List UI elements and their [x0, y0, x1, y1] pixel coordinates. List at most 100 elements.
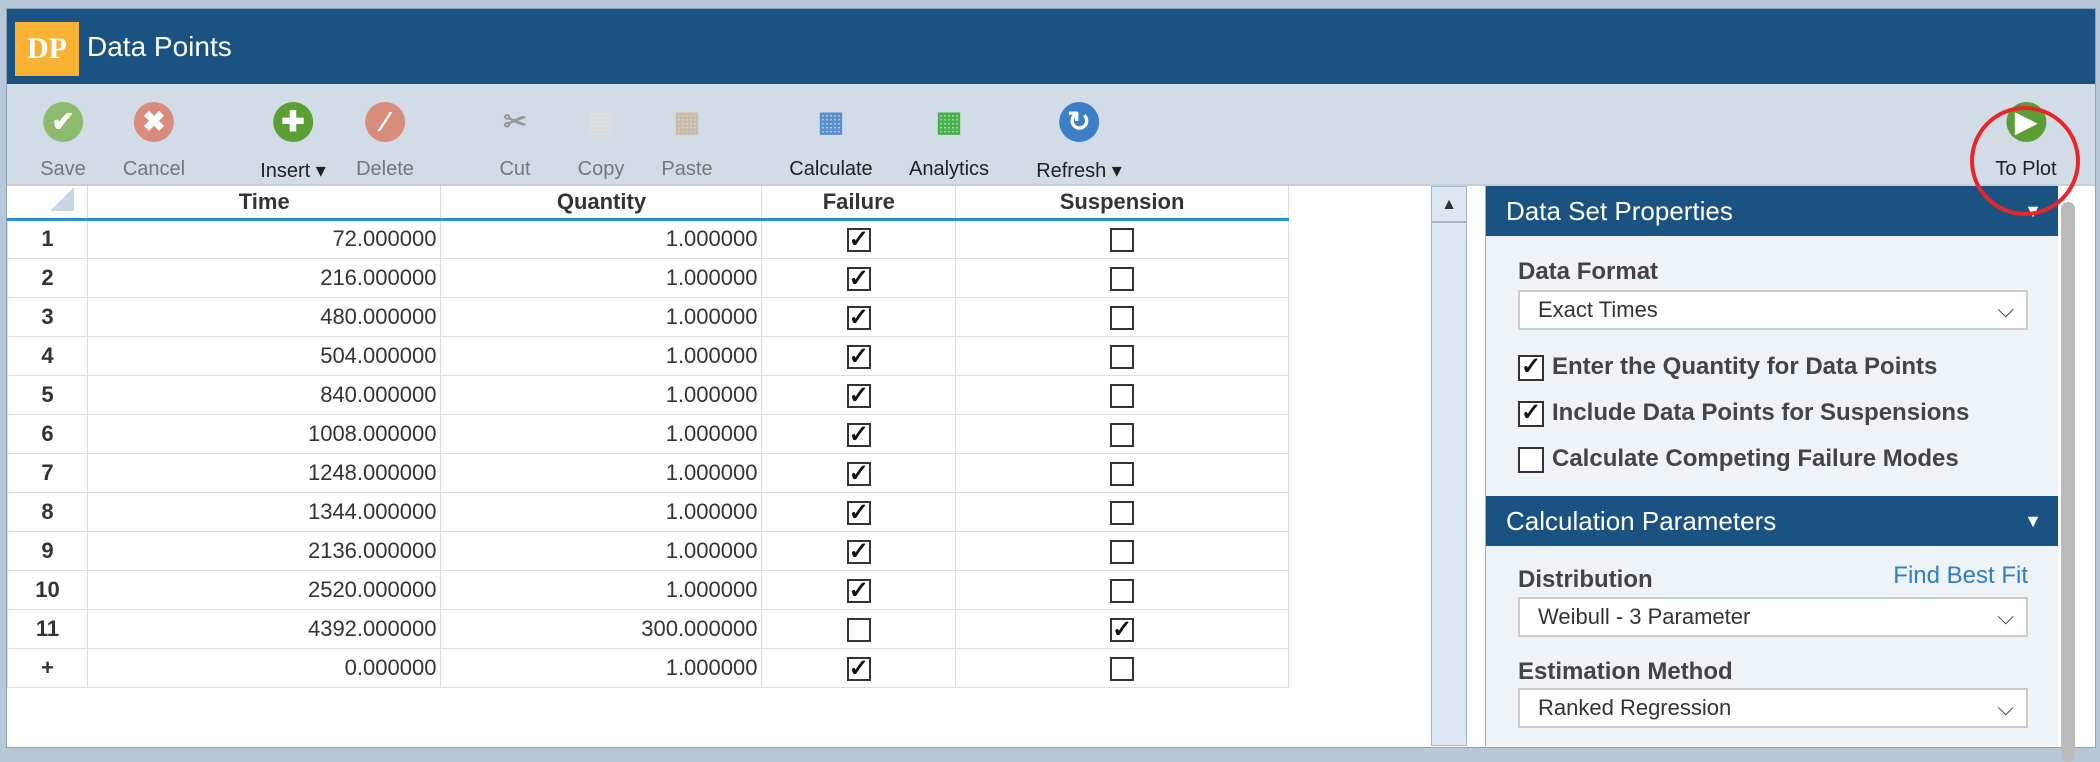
- suspension-checkbox[interactable]: [1110, 383, 1135, 408]
- failure-cell: ✓: [761, 296, 957, 337]
- corner-header[interactable]: [7, 186, 88, 221]
- grid-scrollbar[interactable]: ▲: [1431, 186, 1467, 746]
- suspension-checkbox[interactable]: [1110, 461, 1135, 486]
- checkbox[interactable]: ✓: [1518, 354, 1544, 381]
- failure-checkbox[interactable]: ✓: [846, 226, 871, 254]
- row-number[interactable]: 11: [7, 608, 88, 649]
- time-cell[interactable]: 1008.000000: [86, 413, 442, 454]
- selected-value: Ranked Regression: [1538, 695, 1732, 720]
- distribution-select[interactable]: Weibull - 3 Parameter ⌵: [1518, 597, 2028, 637]
- failure-checkbox[interactable]: ✓: [846, 654, 871, 682]
- save-button[interactable]: ✔ Save: [40, 84, 86, 184]
- row-number[interactable]: 10: [7, 569, 88, 610]
- cut-button[interactable]: ✂ Cut: [495, 84, 535, 184]
- time-cell[interactable]: 504.000000: [86, 335, 442, 376]
- time-cell[interactable]: 0.000000: [86, 647, 442, 688]
- checkbox[interactable]: [1518, 446, 1544, 473]
- time-cell[interactable]: 1248.000000: [86, 452, 442, 493]
- column-header-quantity[interactable]: Quantity: [440, 186, 763, 221]
- row-number[interactable]: 4: [7, 335, 88, 376]
- estimation-method-select[interactable]: Ranked Regression ⌵: [1518, 688, 2028, 728]
- row-number[interactable]: 9: [7, 530, 88, 571]
- failure-checkbox[interactable]: [846, 617, 871, 642]
- column-header-suspension[interactable]: Suspension: [955, 186, 1289, 221]
- failure-checkbox[interactable]: ✓: [846, 459, 871, 487]
- row-number[interactable]: 6: [7, 413, 88, 454]
- scroll-up-arrow-icon[interactable]: ▲: [1432, 187, 1466, 223]
- analytics-calculator-icon: ▦: [935, 106, 963, 137]
- quantity-cell[interactable]: 1.000000: [440, 374, 763, 415]
- data-format-select[interactable]: Exact Times ⌵: [1518, 290, 2028, 330]
- failure-checkbox[interactable]: ✓: [846, 342, 871, 370]
- enter-quantity-checkbox[interactable]: ✓ Enter the Quantity for Data Points: [1518, 353, 1937, 381]
- time-cell[interactable]: 480.000000: [86, 296, 442, 337]
- time-cell[interactable]: 2136.000000: [86, 530, 442, 571]
- column-header-failure[interactable]: Failure: [761, 186, 957, 221]
- failure-checkbox[interactable]: ✓: [846, 576, 871, 604]
- row-number[interactable]: 1: [7, 218, 88, 259]
- failure-checkbox[interactable]: ✓: [846, 381, 871, 409]
- suspension-checkbox[interactable]: [1110, 578, 1135, 603]
- table-row: 2 216.000000 1.000000 ✓: [7, 257, 1289, 298]
- copy-button[interactable]: ▤ Copy: [578, 84, 625, 184]
- quantity-cell[interactable]: 1.000000: [440, 530, 763, 571]
- failure-checkbox[interactable]: ✓: [846, 264, 871, 292]
- time-cell[interactable]: 1344.000000: [86, 491, 442, 532]
- quantity-cell[interactable]: 1.000000: [440, 413, 763, 454]
- refresh-button[interactable]: ↻ Refresh ▾: [1036, 84, 1122, 184]
- quantity-cell[interactable]: 1.000000: [440, 452, 763, 493]
- find-best-fit-link[interactable]: Find Best Fit: [1893, 562, 2028, 589]
- suspension-checkbox[interactable]: [1110, 539, 1135, 564]
- row-number[interactable]: 5: [7, 374, 88, 415]
- suspension-cell: [955, 257, 1289, 298]
- data-set-properties-header[interactable]: Data Set Properties ▼: [1486, 186, 2058, 236]
- suspension-checkbox[interactable]: ✓: [1110, 615, 1135, 643]
- column-header-time[interactable]: Time: [87, 186, 442, 221]
- suspension-checkbox[interactable]: [1110, 266, 1135, 291]
- quantity-cell[interactable]: 1.000000: [440, 296, 763, 337]
- time-cell[interactable]: 72.000000: [86, 218, 442, 259]
- table-row: 7 1248.000000 1.000000 ✓: [7, 452, 1289, 493]
- row-number[interactable]: 7: [7, 452, 88, 493]
- collapse-triangle-icon[interactable]: ▼: [2024, 511, 2042, 531]
- failure-checkbox[interactable]: ✓: [846, 537, 871, 565]
- time-cell[interactable]: 840.000000: [86, 374, 442, 415]
- include-suspensions-checkbox[interactable]: ✓ Include Data Points for Suspensions: [1518, 399, 1969, 427]
- suspension-checkbox[interactable]: [1110, 422, 1135, 447]
- cancel-button[interactable]: ✖ Cancel: [123, 84, 185, 184]
- time-cell[interactable]: 4392.000000: [86, 608, 442, 649]
- analytics-button[interactable]: ▦ Analytics: [909, 84, 989, 184]
- properties-panel: Data Set Properties ▼ Data Format Exact T…: [1485, 186, 2058, 746]
- row-number[interactable]: +: [7, 647, 88, 688]
- time-cell[interactable]: 2520.000000: [86, 569, 442, 610]
- suspension-checkbox[interactable]: [1110, 344, 1135, 369]
- insert-button[interactable]: ✚ Insert ▾: [260, 84, 326, 184]
- row-number[interactable]: 2: [7, 257, 88, 298]
- quantity-cell[interactable]: 300.000000: [440, 608, 763, 649]
- quantity-cell[interactable]: 1.000000: [440, 218, 763, 259]
- quantity-cell[interactable]: 1.000000: [440, 647, 763, 688]
- toolbar: ✔ Save ✖ Cancel ✚ Insert ▾ ⁄ Delete ✂ Cut ▤ Copy ▦ Pa…: [7, 84, 2095, 186]
- suspension-checkbox[interactable]: [1110, 228, 1135, 253]
- quantity-cell[interactable]: 1.000000: [440, 257, 763, 298]
- paste-button[interactable]: ▦ Paste: [661, 84, 712, 184]
- suspension-checkbox[interactable]: [1110, 305, 1135, 330]
- section-title: Calculation Parameters: [1506, 506, 1777, 536]
- calculation-parameters-header[interactable]: Calculation Parameters ▼: [1486, 496, 2058, 546]
- quantity-cell[interactable]: 1.000000: [440, 335, 763, 376]
- time-cell[interactable]: 216.000000: [86, 257, 442, 298]
- suspension-checkbox[interactable]: [1110, 656, 1135, 681]
- competing-failure-modes-checkbox[interactable]: Calculate Competing Failure Modes: [1518, 445, 1959, 473]
- delete-button[interactable]: ⁄ Delete: [356, 84, 414, 184]
- failure-checkbox[interactable]: ✓: [846, 498, 871, 526]
- row-number[interactable]: 3: [7, 296, 88, 337]
- failure-checkbox[interactable]: ✓: [846, 420, 871, 448]
- quantity-cell[interactable]: 1.000000: [440, 569, 763, 610]
- checkbox[interactable]: ✓: [1518, 400, 1544, 427]
- panel-scrollbar[interactable]: [2061, 202, 2075, 762]
- suspension-checkbox[interactable]: [1110, 500, 1135, 525]
- row-number[interactable]: 8: [7, 491, 88, 532]
- failure-checkbox[interactable]: ✓: [846, 303, 871, 331]
- quantity-cell[interactable]: 1.000000: [440, 491, 763, 532]
- calculate-button[interactable]: ▦ Calculate: [789, 84, 872, 184]
